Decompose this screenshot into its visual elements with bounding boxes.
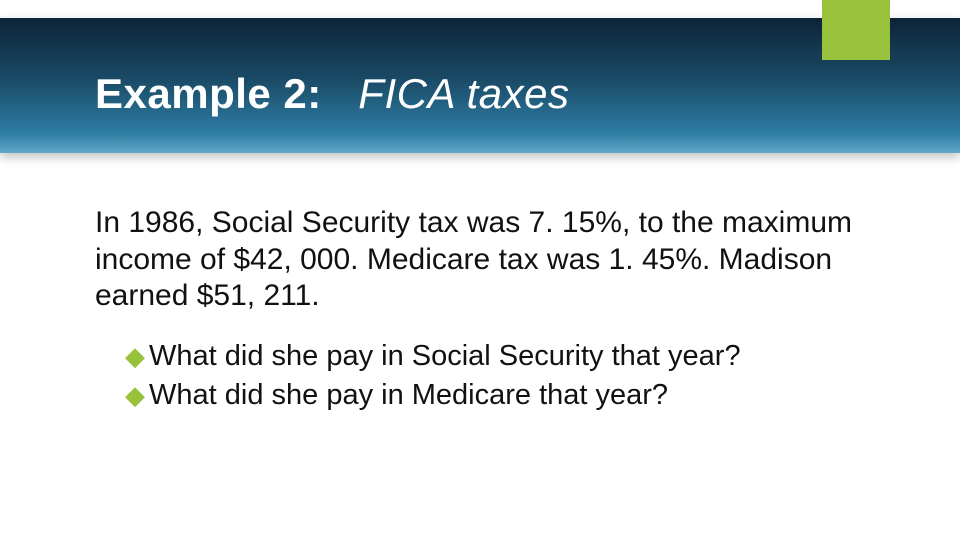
bullet-text: What did she pay in Social Security that… [149,337,741,376]
title-prefix: Example 2: [95,70,322,117]
bullet-marker-icon: ◆ [125,378,145,413]
bullet-marker-icon: ◆ [125,339,145,374]
bullet-item: ◆ What did she pay in Medicare that year… [125,376,900,415]
bullet-item: ◆ What did she pay in Social Security th… [125,337,900,376]
bullet-text: What did she pay in Medicare that year? [149,376,668,415]
slide-body: In 1986, Social Security tax was 7. 15%,… [95,205,900,415]
body-paragraph: In 1986, Social Security tax was 7. 15%,… [95,205,900,315]
bullet-list: ◆ What did she pay in Social Security th… [125,337,900,415]
accent-block [822,0,890,60]
slide-title: Example 2: FICA taxes [95,70,569,118]
title-suffix: FICA taxes [358,70,569,117]
